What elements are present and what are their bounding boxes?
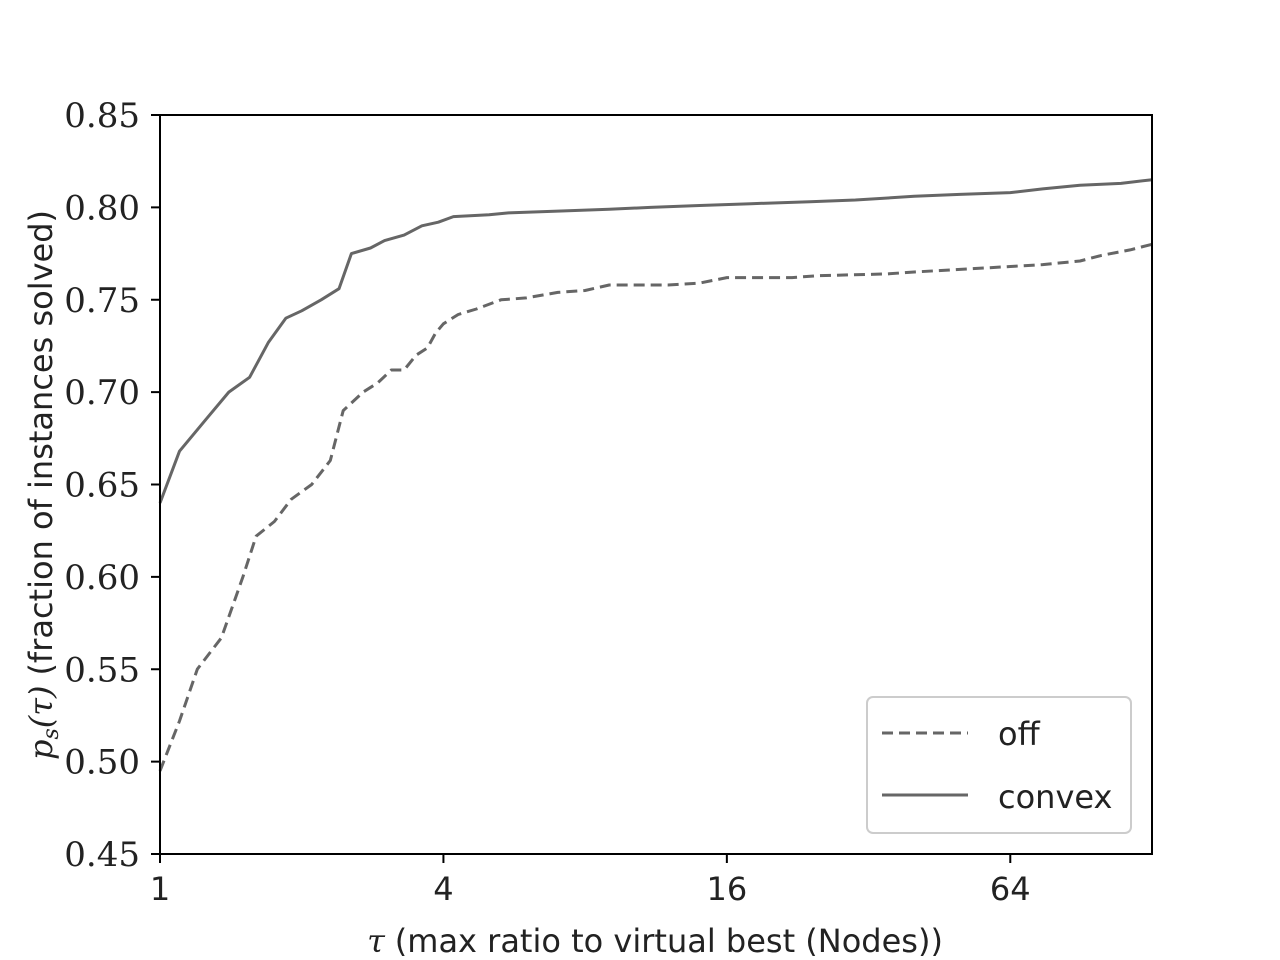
y-axis-label-text: (fraction of instances solved) xyxy=(22,210,60,676)
x-tick-label: 4 xyxy=(433,870,453,908)
y-tick-label: 0.75 xyxy=(64,281,140,321)
y-axis-label-argument: (τ) xyxy=(22,686,60,729)
x-axis-label-text: (max ratio to virtual best (Nodes)) xyxy=(395,922,943,960)
x-axis: 1 4 16 64 xyxy=(150,854,1031,908)
x-axis-label-symbol: τ xyxy=(367,922,386,960)
y-tick-label: 0.65 xyxy=(64,466,140,506)
y-tick-label: 0.50 xyxy=(64,743,140,783)
y-tick-label: 0.60 xyxy=(64,558,140,598)
y-tick-label: 0.70 xyxy=(64,373,140,413)
y-tick-label: 0.45 xyxy=(64,835,140,875)
plot-lines xyxy=(158,178,1153,772)
y-axis: 0.45 0.50 0.55 0.60 0.65 0.70 0.75 0.80 0.85 xyxy=(64,96,160,875)
y-axis-label-subscript: s xyxy=(39,728,64,739)
x-axis-label: τ (max ratio to virtual best (Nodes)) xyxy=(367,922,943,960)
legend-label-convex: convex xyxy=(998,778,1112,816)
legend-box xyxy=(866,696,1132,834)
x-tick-label: 16 xyxy=(706,870,747,908)
y-axis-label: ps(τ) (fraction of instances solved) xyxy=(22,210,64,760)
series-line-off xyxy=(158,242,1153,772)
y-axis-label-symbol: p xyxy=(22,740,60,760)
y-tick-label: 0.85 xyxy=(64,96,140,136)
legend-label-off: off xyxy=(998,715,1041,753)
x-tick-label: 64 xyxy=(990,870,1031,908)
y-tick-label: 0.55 xyxy=(64,650,140,690)
legend: off convex xyxy=(866,696,1132,834)
series-line-convex xyxy=(158,178,1153,504)
x-tick-label: 1 xyxy=(150,870,170,908)
y-tick-label: 0.80 xyxy=(64,188,140,228)
